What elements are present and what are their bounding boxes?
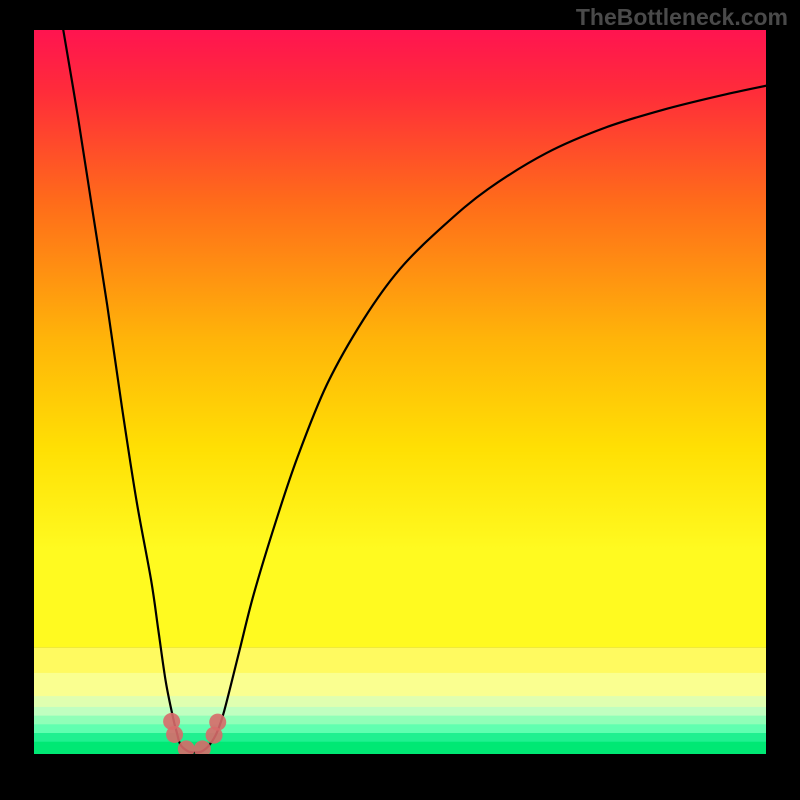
stage: TheBottleneck.com xyxy=(0,0,800,800)
gradient-band xyxy=(34,673,766,697)
gradient-band xyxy=(34,716,766,725)
plot-area xyxy=(34,30,766,757)
watermark-text: TheBottleneck.com xyxy=(576,4,788,31)
gradient-band xyxy=(34,733,766,742)
marker-dot xyxy=(166,726,183,743)
gradient-band xyxy=(34,742,766,755)
gradient-band xyxy=(34,724,766,733)
bottom-gradient-bands xyxy=(34,648,766,755)
gradient-band xyxy=(34,696,766,707)
marker-dot xyxy=(209,714,226,731)
gradient-background xyxy=(34,30,766,648)
gradient-band xyxy=(34,648,766,674)
gradient-band xyxy=(34,707,766,716)
bottleneck-chart-svg xyxy=(0,0,800,800)
